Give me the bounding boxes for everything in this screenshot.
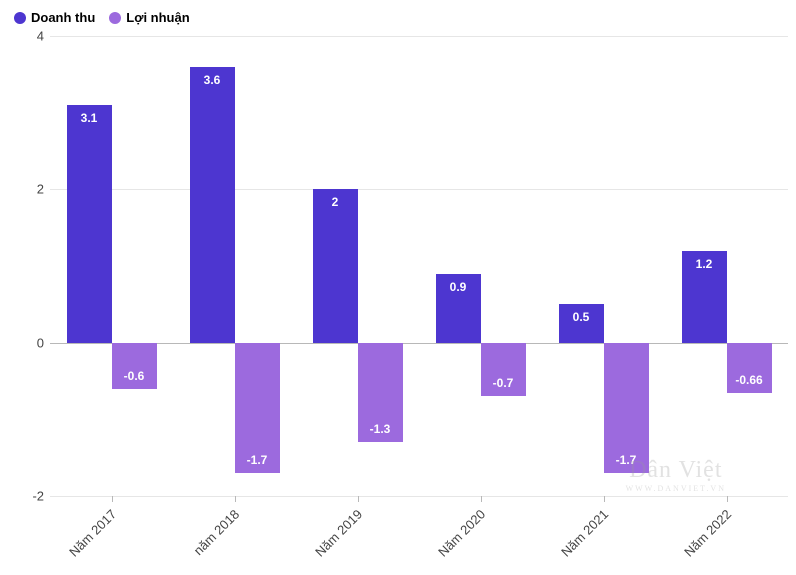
bar-value-label: -1.7 — [247, 453, 268, 467]
xtick — [112, 496, 113, 502]
xtick-label: Năm 2017 — [66, 507, 119, 560]
xtick — [727, 496, 728, 502]
bar-value-label: 0.5 — [573, 310, 590, 324]
xtick-label: Năm 2021 — [558, 507, 611, 560]
gridline — [50, 36, 788, 37]
xtick-label: Năm 2019 — [312, 507, 365, 560]
bar[interactable] — [190, 67, 235, 343]
ytick-label: 4 — [37, 29, 44, 44]
xtick-label: Năm 2022 — [681, 507, 734, 560]
ytick-label: -2 — [32, 489, 44, 504]
xtick — [481, 496, 482, 502]
xtick — [604, 496, 605, 502]
bar-value-label: 2 — [332, 195, 339, 209]
bar-value-label: 3.6 — [204, 73, 221, 87]
legend-swatch-doanh-thu — [14, 12, 26, 24]
legend-item-doanh-thu[interactable]: Doanh thu — [14, 10, 95, 25]
bar-value-label: 3.1 — [81, 111, 98, 125]
xtick-label: Năm 2020 — [435, 507, 488, 560]
xtick — [358, 496, 359, 502]
xtick-label: năm 2018 — [190, 507, 241, 558]
bar-value-label: -1.3 — [370, 422, 391, 436]
bar-value-label: -1.7 — [616, 453, 637, 467]
bar[interactable] — [67, 105, 112, 343]
bar-value-label: -0.66 — [735, 373, 762, 387]
chart-container: Doanh thu Lợi nhuận -2 0 2 4 3.1 -0.6 3.6 -1.7… — [0, 0, 796, 575]
legend-label-loi-nhuan: Lợi nhuận — [126, 10, 189, 25]
ytick-label: 2 — [37, 182, 44, 197]
bar[interactable] — [313, 189, 358, 342]
bar-value-label: 0.9 — [450, 280, 467, 294]
legend-label-doanh-thu: Doanh thu — [31, 10, 95, 25]
legend-swatch-loi-nhuan — [109, 12, 121, 24]
bar-value-label: -0.6 — [124, 369, 145, 383]
plot-area: 3.1 -0.6 3.6 -1.7 2 -1.3 0.9 -0.7 0.5 -1.7 1.2 -0.6… — [50, 36, 788, 496]
bar-value-label: 1.2 — [696, 257, 713, 271]
bar-value-label: -0.7 — [493, 376, 514, 390]
ytick-label: 0 — [37, 335, 44, 350]
gridline — [50, 496, 788, 497]
xtick — [235, 496, 236, 502]
gridline — [50, 343, 788, 344]
legend-item-loi-nhuan[interactable]: Lợi nhuận — [109, 10, 189, 25]
legend: Doanh thu Lợi nhuận — [14, 10, 190, 25]
gridline — [50, 189, 788, 190]
